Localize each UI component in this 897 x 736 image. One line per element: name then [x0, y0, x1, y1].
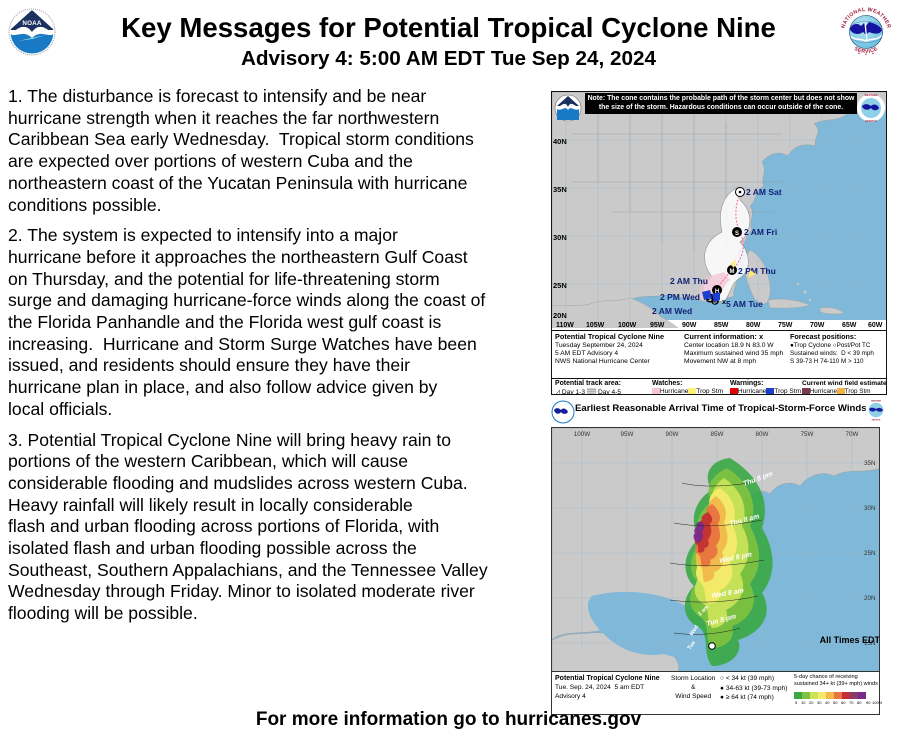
svg-text:40: 40 [825, 700, 830, 705]
svg-text:30N: 30N [553, 233, 567, 242]
svg-text:80W: 80W [746, 322, 761, 328]
svg-text:2 AM Fri: 2 AM Fri [744, 227, 777, 237]
svg-text:100W: 100W [618, 322, 637, 328]
svg-text:2 AM Wed: 2 AM Wed [652, 306, 692, 316]
svg-text:SERVICE: SERVICE [872, 419, 881, 421]
svg-text:90W: 90W [666, 431, 679, 438]
svg-text:5: 5 [795, 700, 798, 705]
svg-text:5 AM Tue: 5 AM Tue [726, 299, 763, 309]
svg-text:SERVICE: SERVICE [865, 119, 877, 123]
svg-text:20N: 20N [553, 311, 567, 320]
svg-text:20: 20 [809, 700, 814, 705]
svg-text:2 PM Wed: 2 PM Wed [660, 292, 700, 302]
svg-text:70: 70 [849, 700, 854, 705]
svg-text:50: 50 [833, 700, 838, 705]
svg-text:65W: 65W [842, 322, 857, 328]
svg-text:10: 10 [801, 700, 806, 705]
svg-text:WEATHER: WEATHER [865, 93, 878, 97]
svg-text:85W: 85W [714, 322, 729, 328]
svg-text:WEATHER: WEATHER [871, 399, 882, 402]
svg-text:20N: 20N [864, 595, 876, 602]
svg-text:30: 30 [817, 700, 822, 705]
svg-text:2 AM Thu: 2 AM Thu [670, 276, 708, 286]
svg-text:75W: 75W [778, 322, 793, 328]
svg-text:70W: 70W [810, 322, 825, 328]
svg-text:30N: 30N [864, 505, 876, 512]
svg-text:60W: 60W [868, 322, 883, 328]
svg-text:2 PM Thu: 2 PM Thu [738, 266, 776, 276]
svg-text:S: S [735, 231, 739, 237]
svg-text:100%: 100% [872, 700, 882, 705]
svg-text:25N: 25N [864, 550, 876, 557]
svg-text:70W: 70W [846, 431, 859, 438]
svg-text:75W: 75W [801, 431, 814, 438]
svg-text:80: 80 [857, 700, 862, 705]
svg-text:35N: 35N [864, 460, 876, 467]
svg-text:90W: 90W [682, 322, 697, 328]
svg-text:M: M [730, 269, 735, 275]
svg-text:100W: 100W [574, 431, 591, 438]
svg-text:95W: 95W [621, 431, 634, 438]
svg-text:35N: 35N [553, 185, 567, 194]
svg-text:80W: 80W [756, 431, 769, 438]
svg-text:90: 90 [866, 700, 871, 705]
svg-text:2 AM Sat: 2 AM Sat [746, 187, 782, 197]
svg-text:60: 60 [841, 700, 846, 705]
svg-text:85W: 85W [711, 431, 724, 438]
svg-text:40N: 40N [553, 137, 567, 146]
svg-text:All Times EDT: All Times EDT [820, 635, 880, 645]
svg-text:95W: 95W [650, 322, 665, 328]
svg-text:105W: 105W [586, 322, 605, 328]
svg-text:110W: 110W [556, 322, 574, 328]
svg-text:25N: 25N [553, 281, 567, 290]
